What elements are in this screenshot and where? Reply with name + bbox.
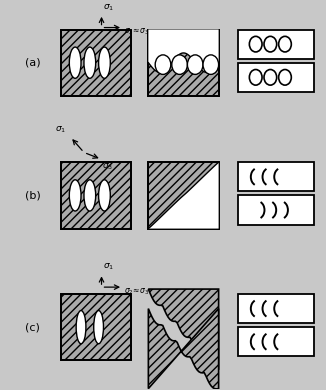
Ellipse shape <box>155 55 171 74</box>
Ellipse shape <box>76 310 86 344</box>
Text: $\sigma_1$: $\sigma_1$ <box>103 2 115 13</box>
Ellipse shape <box>94 310 103 344</box>
Bar <box>148 162 219 229</box>
Bar <box>238 327 314 356</box>
Bar <box>61 30 131 96</box>
Text: (b): (b) <box>25 190 41 200</box>
Text: $\sigma_2\!\approx\!\sigma_3$: $\sigma_2\!\approx\!\sigma_3$ <box>124 27 149 37</box>
Ellipse shape <box>264 36 277 52</box>
Polygon shape <box>148 30 219 73</box>
Ellipse shape <box>187 55 203 74</box>
Bar <box>238 195 314 225</box>
Text: $\sigma_1$: $\sigma_1$ <box>103 262 115 273</box>
Bar <box>61 294 131 360</box>
Ellipse shape <box>172 55 187 74</box>
Ellipse shape <box>203 55 219 74</box>
Bar <box>148 162 219 229</box>
Text: $\sigma_3$: $\sigma_3$ <box>102 161 114 172</box>
Bar <box>61 162 131 229</box>
Polygon shape <box>148 162 219 229</box>
Ellipse shape <box>264 69 277 85</box>
Bar <box>238 162 314 191</box>
Bar <box>238 63 314 92</box>
Bar <box>61 30 131 96</box>
Bar <box>238 294 314 323</box>
Ellipse shape <box>84 47 96 78</box>
Ellipse shape <box>84 180 96 211</box>
Text: (a): (a) <box>25 58 41 68</box>
Ellipse shape <box>69 47 81 78</box>
Ellipse shape <box>279 69 291 85</box>
Bar <box>238 30 314 59</box>
Ellipse shape <box>98 47 110 78</box>
Polygon shape <box>148 308 219 389</box>
Bar <box>61 294 131 360</box>
Polygon shape <box>148 289 219 369</box>
Bar <box>148 30 219 96</box>
Ellipse shape <box>249 69 262 85</box>
Text: (c): (c) <box>25 322 40 332</box>
Ellipse shape <box>69 180 81 211</box>
Ellipse shape <box>98 180 110 211</box>
Ellipse shape <box>249 36 262 52</box>
Bar <box>148 30 219 96</box>
Bar <box>61 162 131 229</box>
Ellipse shape <box>279 36 291 52</box>
Text: $\sigma_1$: $\sigma_1$ <box>55 124 67 135</box>
Text: $\sigma_2\!\approx\!\sigma_3$: $\sigma_2\!\approx\!\sigma_3$ <box>124 286 149 297</box>
